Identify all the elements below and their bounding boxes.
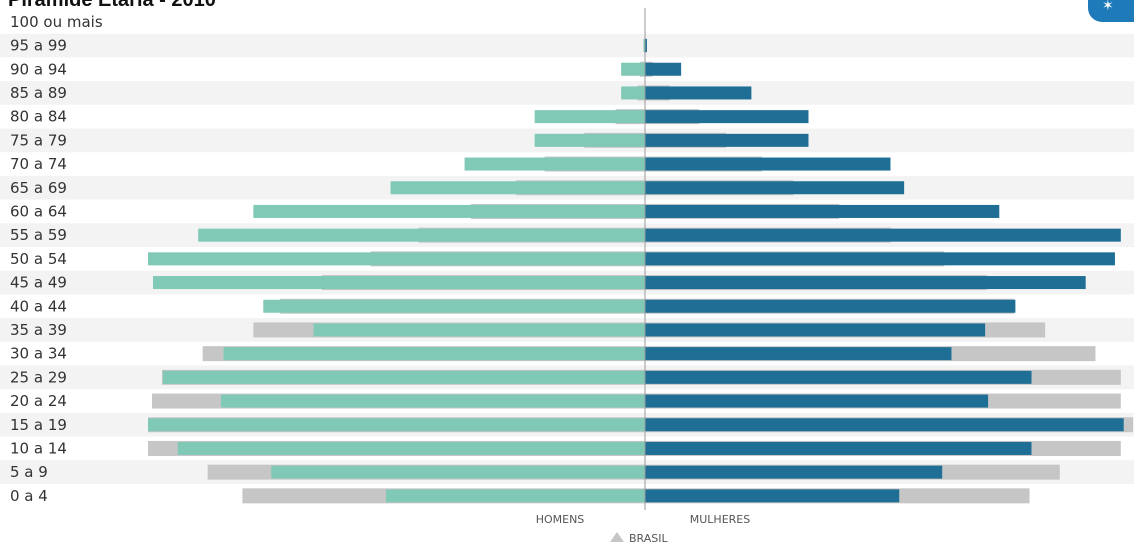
y-tick-label: 30 a 34: [10, 345, 67, 363]
bar-mulheres: [645, 465, 943, 479]
bar-mulheres: [645, 39, 647, 53]
logo-badge: ✶: [1088, 0, 1134, 22]
bar-mulheres: [645, 228, 1121, 242]
logo-icon: ✶: [1102, 0, 1114, 14]
bar-homens: [253, 204, 645, 218]
bar-mulheres: [645, 323, 986, 337]
bar-homens: [643, 39, 645, 53]
bar-mulheres: [645, 62, 682, 76]
bar-homens: [162, 370, 645, 384]
bar-homens: [221, 394, 645, 408]
bar-mulheres: [645, 441, 1032, 455]
y-tick-label: 20 a 24: [10, 392, 67, 410]
y-tick-label: 65 a 69: [10, 179, 67, 197]
row-stripe: [0, 81, 1134, 105]
region-bars: [148, 39, 1124, 503]
bar-homens: [621, 86, 645, 100]
bar-homens: [223, 347, 645, 361]
row-stripe: [0, 33, 1134, 58]
bar-homens: [386, 489, 645, 503]
bar-homens: [177, 441, 645, 455]
y-tick-label: 70 a 74: [10, 155, 67, 173]
bar-mulheres: [645, 418, 1124, 432]
bar-mulheres: [645, 252, 1115, 266]
y-tick-label: 0 a 4: [10, 487, 48, 505]
y-tick-label: 15 a 19: [10, 416, 67, 434]
y-tick-label: 55 a 59: [10, 226, 67, 244]
y-tick-label: 95 a 99: [10, 37, 67, 55]
bar-homens: [263, 299, 645, 313]
bar-homens: [313, 323, 645, 337]
bar-mulheres: [645, 347, 952, 361]
y-tick-label: 45 a 49: [10, 274, 67, 292]
bar-mulheres: [645, 86, 752, 100]
bar-homens: [148, 252, 645, 266]
y-tick-label: 40 a 44: [10, 297, 67, 315]
bar-homens: [198, 228, 645, 242]
bar-homens: [534, 133, 645, 147]
bar-homens: [390, 181, 645, 195]
y-tick-label: 100 ou mais: [10, 13, 103, 31]
legend-label-brasil: BRASIL: [629, 532, 668, 545]
bar-homens: [534, 110, 645, 124]
bar-mulheres: [645, 489, 900, 503]
bar-mulheres: [645, 276, 1086, 290]
y-tick-labels: 100 ou mais 95 a 99 90 a 94 85 a 89 80 a 84 7…: [10, 13, 103, 505]
bar-mulheres: [645, 204, 1000, 218]
y-tick-label: 5 a 9: [10, 463, 48, 481]
x-label-mulheres: MULHERES: [690, 513, 750, 526]
y-tick-label: 60 a 64: [10, 202, 67, 220]
y-tick-label: 85 a 89: [10, 84, 67, 102]
legend: BRASIL: [610, 532, 668, 545]
y-tick-label: 75 a 79: [10, 131, 67, 149]
bar-homens: [148, 418, 645, 432]
legend-marker-brasil: [610, 532, 624, 542]
bar-homens: [152, 276, 645, 290]
bar-mulheres: [645, 133, 809, 147]
y-tick-label: 35 a 39: [10, 321, 67, 339]
y-tick-label: 90 a 94: [10, 60, 67, 78]
bar-homens: [621, 62, 645, 76]
x-label-homens: HOMENS: [536, 513, 585, 526]
y-tick-label: 10 a 14: [10, 439, 67, 457]
chart-title: Pirâmide Etária - 2010: [8, 0, 216, 11]
bar-mulheres: [645, 181, 905, 195]
bar-mulheres: [645, 157, 891, 171]
bar-homens: [464, 157, 645, 171]
y-tick-label: 25 a 29: [10, 368, 67, 386]
bar-mulheres: [645, 370, 1032, 384]
bar-mulheres: [645, 394, 989, 408]
bar-homens: [271, 465, 645, 479]
y-tick-label: 50 a 54: [10, 250, 67, 268]
y-tick-label: 80 a 84: [10, 108, 67, 126]
bar-mulheres: [645, 110, 809, 124]
bar-mulheres: [645, 299, 1016, 313]
